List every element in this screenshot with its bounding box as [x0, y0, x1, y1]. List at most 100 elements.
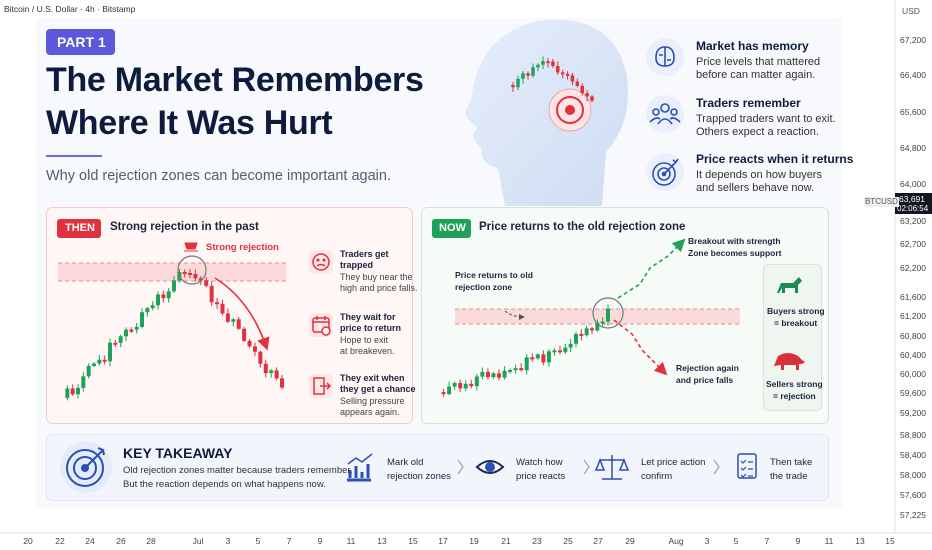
candle [161, 294, 166, 299]
time-tick: 7 [286, 536, 292, 546]
candle [535, 354, 540, 359]
candle [491, 373, 496, 378]
candle [585, 93, 589, 97]
now-tag-bg [432, 219, 471, 238]
candle [145, 308, 150, 313]
last-price-box [895, 193, 932, 214]
price-tick: 63,200 [900, 216, 926, 226]
candle [497, 373, 501, 378]
candle [70, 388, 75, 395]
currency-label: USD [902, 6, 920, 16]
then-zone [58, 263, 286, 281]
breakout-label: Breakout with strength [688, 236, 781, 246]
step-title: they get a chance [340, 384, 416, 394]
step-text: Selling pressure [340, 396, 405, 406]
time-tick: 28 [146, 536, 156, 546]
candle [193, 273, 198, 279]
candle [595, 322, 600, 331]
takeaway-step: Then take [770, 457, 813, 468]
rejection-icon [184, 242, 198, 252]
candle [263, 363, 268, 374]
rejection-arrow [613, 319, 668, 376]
candle [280, 378, 284, 388]
countdown: 02:06:54 [897, 204, 929, 213]
candle [524, 357, 529, 371]
step-text: at breakeven. [340, 346, 395, 356]
time-tick: 3 [704, 536, 710, 546]
price-tick: 58,000 [900, 470, 926, 480]
last-price: 63,691 [899, 194, 925, 204]
price-tick: 60,000 [900, 369, 926, 379]
candle [546, 61, 550, 64]
step-title: They wait for [340, 312, 396, 322]
candle [521, 73, 525, 79]
takeaway-text: But the reaction depends on what happens… [123, 479, 326, 490]
return-circle [592, 297, 624, 329]
candle [584, 328, 589, 336]
now-title: Price returns to the old rejection zone [479, 221, 686, 233]
candle [215, 302, 220, 305]
price-tick: 58,400 [900, 450, 926, 460]
candle [134, 326, 139, 330]
time-tick: 15 [885, 536, 895, 546]
candle [102, 359, 107, 362]
takeaway-step: confirm [641, 471, 673, 482]
zone-label: Price returns to old [455, 270, 533, 280]
takeaway-step: the trade [770, 471, 808, 482]
step-title: Traders get [340, 249, 389, 259]
candle [150, 305, 155, 309]
time-tick: 24 [85, 536, 95, 546]
target-center [565, 105, 575, 115]
candle [118, 336, 123, 343]
point-text: before can matter again. [696, 69, 816, 81]
symbol-title: Bitcoin / U.S. Dollar · 4h · Bitstamp [4, 4, 136, 14]
candle [508, 369, 513, 372]
time-tick: 27 [593, 536, 603, 546]
step-text: high and price falls. [340, 283, 418, 293]
then-arrow [214, 277, 270, 351]
time-tick: Aug [668, 536, 684, 546]
badge-bg [46, 29, 115, 55]
now-tag: NOW [439, 222, 466, 234]
price-tick: 60,800 [900, 331, 926, 341]
candle [81, 376, 86, 388]
price-tick: 57,600 [900, 490, 926, 500]
step-text: appears again. [340, 407, 400, 417]
candle [86, 365, 91, 377]
candle [220, 303, 225, 314]
ticker-label: BTCUSD [864, 197, 899, 207]
candle [556, 65, 560, 73]
point-text: Others expect a reaction. [696, 126, 819, 138]
candle [551, 61, 555, 66]
price-tick: 66,400 [900, 70, 926, 80]
price-tick: 59,600 [900, 388, 926, 398]
takeaway-step: Mark old [387, 457, 424, 468]
candle [513, 368, 518, 371]
price-tick: 61,200 [900, 311, 926, 321]
takeaway-step: price reacts [516, 471, 566, 482]
candle [124, 329, 128, 337]
candle [188, 272, 192, 275]
price-tick: 58,800 [900, 430, 926, 440]
price-tick: 67,200 [900, 35, 926, 45]
candle [546, 351, 551, 363]
step-title: price to return [340, 323, 402, 333]
bull-bear-box [763, 264, 822, 411]
divider [46, 155, 102, 157]
takeaway-text: Old rejection zones matter because trade… [123, 465, 353, 476]
candle [140, 312, 144, 327]
candle [565, 73, 570, 76]
candle [204, 280, 209, 286]
breakout-arrow [617, 238, 686, 299]
candle [563, 347, 568, 353]
candle [511, 85, 515, 88]
time-tick: 13 [377, 536, 387, 546]
candle [558, 350, 562, 353]
then-title: Strong rejection in the past [110, 221, 259, 233]
time-tick: 11 [346, 536, 356, 546]
time-tick: 26 [116, 536, 126, 546]
candle [541, 61, 545, 65]
time-tick: 15 [408, 536, 418, 546]
then-step-icons [309, 250, 333, 398]
